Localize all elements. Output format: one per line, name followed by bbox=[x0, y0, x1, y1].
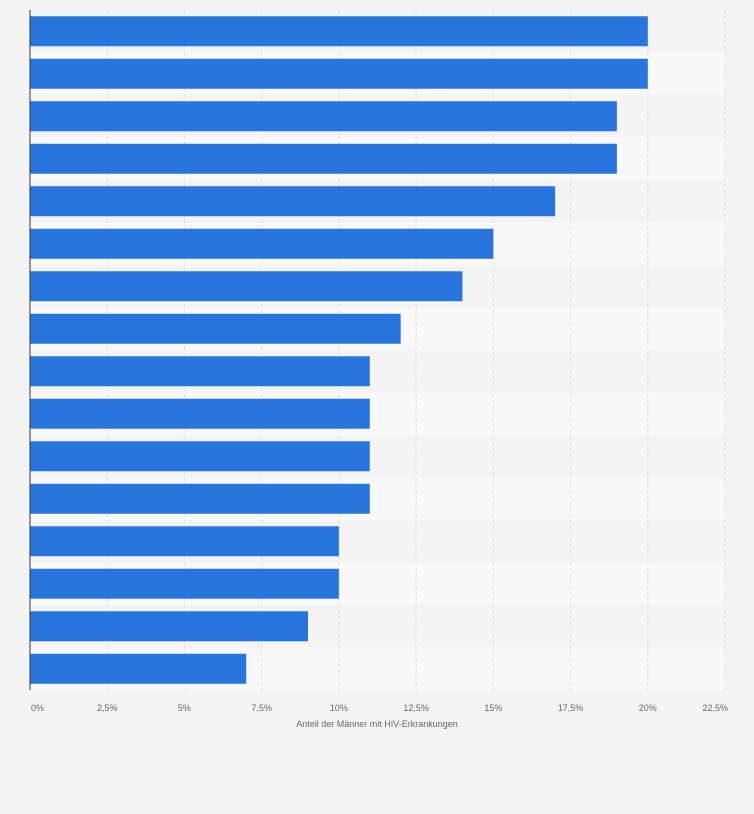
x-tick-label: 17,5% bbox=[558, 703, 584, 713]
bar[interactable] bbox=[30, 313, 401, 344]
x-tick-label: 7,5% bbox=[251, 703, 272, 713]
bar[interactable] bbox=[30, 186, 556, 217]
x-tick-label: 10% bbox=[330, 703, 348, 713]
x-tick-label: 15% bbox=[484, 703, 502, 713]
bar[interactable] bbox=[30, 398, 370, 429]
x-tick-label: 12,5% bbox=[403, 703, 429, 713]
bar[interactable] bbox=[30, 441, 370, 472]
x-tick-label: 0% bbox=[31, 703, 44, 713]
x-tick-label: 20% bbox=[639, 703, 657, 713]
bars bbox=[30, 16, 648, 684]
bar[interactable] bbox=[30, 101, 617, 132]
x-tick-label: 5% bbox=[178, 703, 191, 713]
x-axis-label: Anteil der Männer mit HIV-Erkrankungen bbox=[296, 719, 458, 729]
bar[interactable] bbox=[30, 143, 617, 174]
bar[interactable] bbox=[30, 526, 339, 557]
bar[interactable] bbox=[30, 16, 648, 47]
bar[interactable] bbox=[30, 568, 339, 599]
x-tick-label: 2,5% bbox=[97, 703, 118, 713]
bar[interactable] bbox=[30, 271, 463, 302]
x-tick-labels: 0% 2,5% 5% 7,5% 10% 12,5% 15% 17,5% 20% 22,5% bbox=[31, 703, 728, 713]
x-tick-label: 22,5% bbox=[702, 703, 728, 713]
bar[interactable] bbox=[30, 611, 308, 642]
bar[interactable] bbox=[30, 228, 494, 259]
bar[interactable] bbox=[30, 356, 370, 387]
bar[interactable] bbox=[30, 58, 648, 89]
bar[interactable] bbox=[30, 483, 370, 514]
bar[interactable] bbox=[30, 653, 247, 684]
